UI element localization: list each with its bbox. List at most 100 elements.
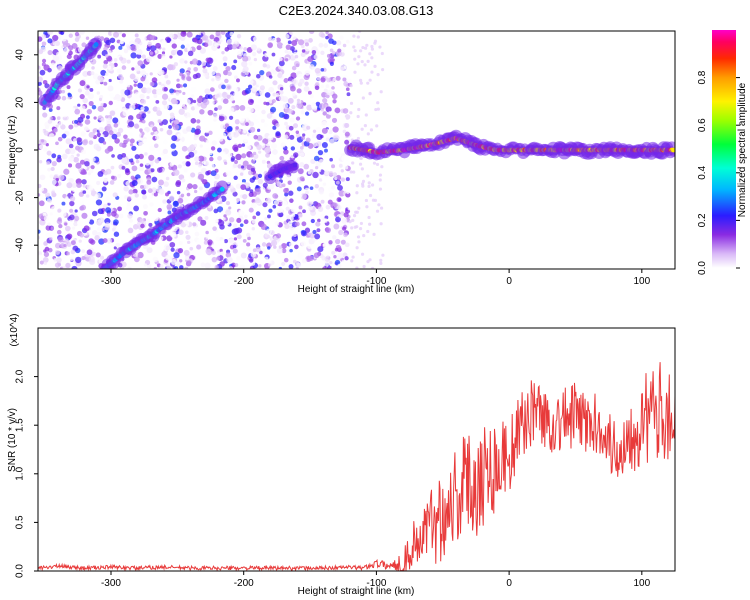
heatmap-cell	[181, 178, 186, 183]
heatmap-cell	[49, 174, 54, 179]
heatmap-cell	[225, 209, 232, 216]
heatmap-cell	[334, 107, 341, 114]
heatmap-cell	[232, 244, 237, 249]
heatmap-cell	[221, 132, 227, 138]
heatmap-cell	[299, 162, 305, 168]
heatmap-cell	[339, 35, 344, 40]
heatmap-cell	[51, 153, 57, 159]
heatmap-cell	[241, 143, 246, 147]
heatmap-cell	[88, 238, 94, 244]
heatmap-cell	[79, 31, 85, 35]
heatmap-cell	[217, 156, 222, 161]
heatmap-cell	[301, 63, 307, 70]
heatmap-cell	[149, 72, 153, 76]
heatmap-cell	[278, 57, 283, 62]
heatmap-cell	[352, 34, 356, 38]
heatmap-cell	[330, 266, 335, 269]
heatmap-cell	[38, 235, 41, 240]
heatmap-cell	[176, 190, 181, 195]
heatmap-cell	[233, 75, 238, 79]
heatmap-cell	[359, 78, 363, 82]
heatmap-cell	[149, 35, 155, 40]
heatmap-cell	[320, 77, 326, 83]
heatmap-cell	[357, 107, 361, 112]
heatmap-cell	[278, 60, 285, 67]
heatmap-cell	[291, 40, 298, 46]
heatmap-cell	[68, 33, 73, 38]
heatmap-cell	[117, 206, 122, 212]
heatmap-cell	[241, 200, 246, 205]
heatmap-cell	[244, 71, 249, 76]
heatmap-cell	[91, 210, 98, 217]
heatmap-cell	[43, 241, 48, 246]
heatmap-cell	[52, 34, 59, 42]
heatmap-cell	[178, 89, 182, 94]
heatmap-cell	[379, 258, 383, 262]
heatmap-cell	[130, 175, 135, 180]
heatmap-cell	[67, 93, 72, 98]
snr-x-tick-label: -200	[234, 578, 254, 589]
heatmap-cell	[271, 52, 276, 57]
heatmap-cell	[291, 235, 298, 242]
heatmap-cell	[263, 101, 267, 105]
heatmap-x-tick-label: 100	[633, 276, 650, 287]
heatmap-cell	[332, 126, 339, 133]
heatmap-cell	[289, 117, 295, 123]
heatmap-cell	[242, 55, 249, 62]
heatmap-cell	[61, 153, 68, 160]
heatmap-cell	[376, 73, 380, 77]
heatmap-cell	[214, 219, 219, 223]
heatmap-cell	[56, 116, 61, 121]
heatmap-cell	[344, 114, 351, 120]
heatmap-cell	[74, 209, 78, 213]
heatmap-cell	[180, 193, 185, 198]
heatmap-cell	[185, 230, 189, 235]
heatmap-cell	[248, 61, 253, 66]
heatmap-cell	[315, 221, 321, 227]
heatmap-cell	[68, 214, 75, 221]
heatmap-cell	[183, 249, 190, 256]
heatmap-cell	[41, 58, 47, 63]
heatmap-cell	[154, 158, 160, 164]
heatmap-cell	[331, 185, 336, 190]
heatmap-cell	[196, 238, 203, 246]
heatmap-cell	[380, 165, 384, 169]
heatmap-cell	[329, 157, 333, 162]
heatmap-cell	[333, 60, 337, 64]
heatmap-cell	[144, 152, 148, 156]
heatmap-cell	[167, 210, 172, 215]
heatmap-x-tick-label: -100	[366, 276, 386, 287]
heatmap-marks	[38, 37, 675, 269]
heatmap-cell	[132, 224, 139, 230]
heatmap-cell	[281, 248, 287, 254]
heatmap-cell	[40, 133, 45, 139]
heatmap-cell	[374, 107, 378, 112]
heatmap-cell	[155, 100, 160, 104]
heatmap-cell	[366, 59, 370, 63]
heatmap-cell	[325, 31, 329, 35]
heatmap-cell	[53, 257, 58, 262]
heatmap-cell	[161, 100, 168, 106]
heatmap-cell	[109, 110, 116, 116]
heatmap-cell	[60, 124, 66, 130]
heatmap-cell	[187, 266, 192, 269]
heatmap-cell	[284, 192, 289, 197]
heatmap-cell	[219, 39, 223, 43]
heatmap-cell	[182, 91, 186, 96]
heatmap-cell	[261, 242, 267, 247]
heatmap-cell	[332, 77, 336, 82]
heatmap-cell	[151, 176, 158, 183]
heatmap-cell	[223, 214, 227, 218]
heatmap-cell	[368, 193, 373, 198]
heatmap-cell	[69, 200, 75, 207]
heatmap-cell	[329, 48, 334, 53]
heatmap-cell	[60, 210, 67, 218]
heatmap-cell	[276, 181, 282, 187]
heatmap-cell	[212, 66, 218, 71]
heatmap-cell	[331, 250, 336, 255]
heatmap-cell	[106, 212, 111, 217]
heatmap-cell	[226, 39, 233, 45]
heatmap-cell	[44, 83, 50, 89]
heatmap-cell	[301, 44, 305, 49]
heatmap-cell	[283, 149, 289, 155]
